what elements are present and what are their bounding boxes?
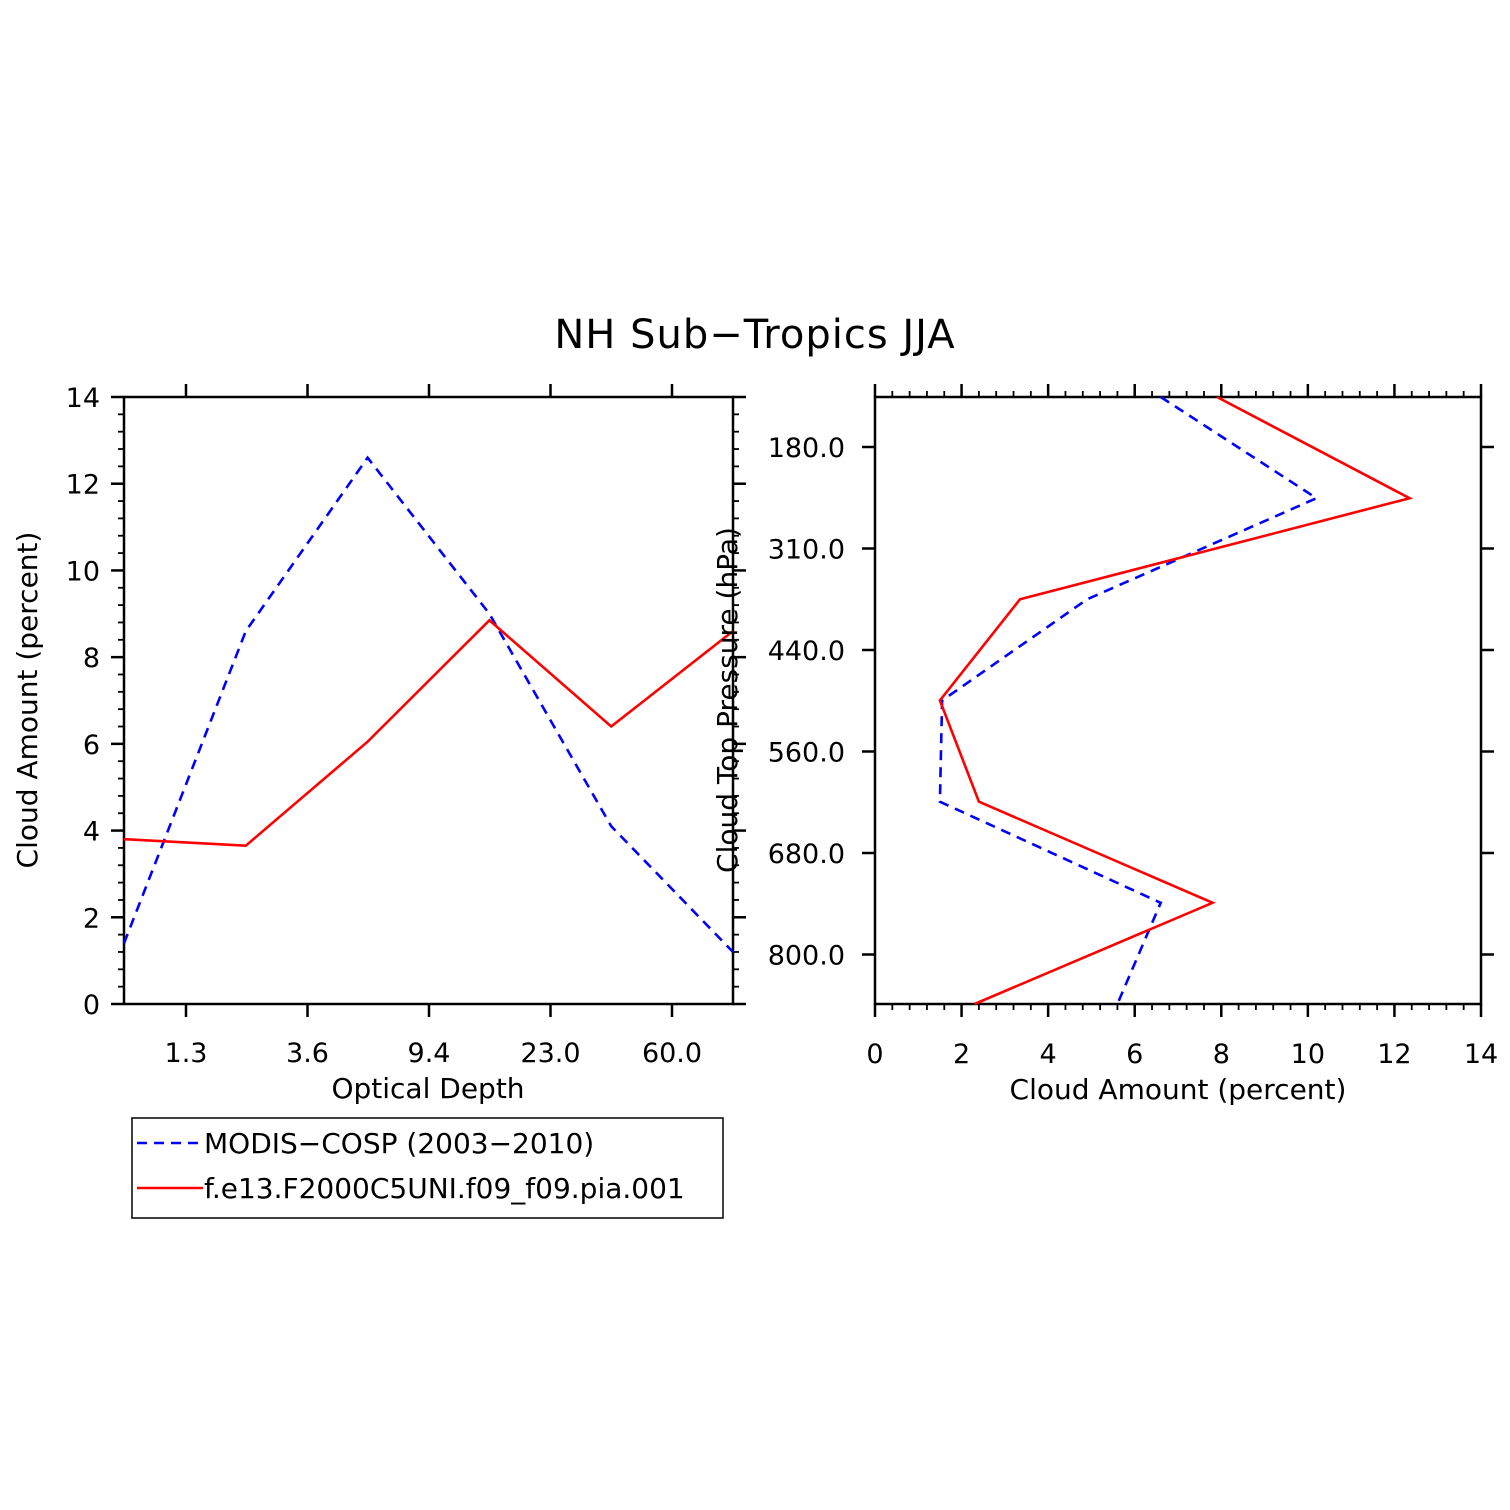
right-series <box>938 395 1414 1006</box>
right-plot-frame <box>873 395 1483 1006</box>
right-ticks <box>862 384 1494 1017</box>
left-y-tick-label: 8 <box>83 643 100 674</box>
left-series-model-line <box>123 618 734 848</box>
right-x-tick-label: 2 <box>953 1039 970 1070</box>
right-x-axis-label: Cloud Amount (percent) <box>1010 1073 1347 1106</box>
left-y-tick-label: 12 <box>66 470 100 501</box>
chart-title: NH Sub−Tropics JJA <box>554 312 955 358</box>
right-y-tick-label: 180.0 <box>768 433 845 464</box>
right-x-tick-label: 0 <box>866 1039 883 1070</box>
right-x-tick-label: 6 <box>1126 1039 1143 1070</box>
left-ticks <box>111 384 746 1017</box>
legend: MODIS−COSP (2003−2010) f.e13.F2000C5UNI.… <box>131 1117 724 1219</box>
left-plot-frame <box>122 395 735 1006</box>
left-x-tick-label: 1.3 <box>165 1038 208 1069</box>
right-x-tick-label: 12 <box>1377 1039 1411 1070</box>
left-x-tick-label: 60.0 <box>642 1038 702 1069</box>
left-y-tick-label: 10 <box>66 556 100 587</box>
right-y-tick-label: 560.0 <box>768 738 845 769</box>
right-series-model-line <box>938 395 1414 1006</box>
legend-box <box>131 1117 724 1219</box>
right-panel: 0 2 4 6 8 10 12 14 180.0 310.0 440.0 560.0 680.0 800.… <box>711 384 1498 1106</box>
right-x-tick-label: 8 <box>1213 1039 1230 1070</box>
legend-label-model: f.e13.F2000C5UNI.f09_f09.pia.001 <box>204 1172 685 1205</box>
right-y-axis-label: Cloud Top Pressure (hPa) <box>711 527 744 873</box>
left-x-tick-label: 23.0 <box>520 1038 580 1069</box>
right-series-modis-line <box>938 395 1320 1005</box>
right-tick-labels: 0 2 4 6 8 10 12 14 180.0 310.0 440.0 560.0 680.0 800.… <box>768 433 1498 1070</box>
left-panel: 0 2 4 6 8 10 12 14 1.3 3.6 9.4 23.0 60.0 Optical Dep… <box>11 383 746 1105</box>
right-y-tick-label: 680.0 <box>768 839 845 870</box>
left-tick-labels: 0 2 4 6 8 10 12 14 1.3 3.6 9.4 23.0 60.0 <box>66 383 702 1069</box>
left-series <box>122 455 734 953</box>
right-x-tick-label: 4 <box>1040 1039 1057 1070</box>
right-x-tick-label: 10 <box>1291 1039 1325 1070</box>
left-y-tick-label: 4 <box>83 817 100 848</box>
right-y-tick-label: 440.0 <box>768 636 845 667</box>
left-x-tick-label: 9.4 <box>408 1038 451 1069</box>
left-y-axis-label: Cloud Amount (percent) <box>11 532 44 869</box>
left-series-modis-line <box>122 455 734 953</box>
legend-label-modis: MODIS−COSP (2003−2010) <box>204 1127 594 1160</box>
right-y-tick-label: 800.0 <box>768 941 845 972</box>
right-y-tick-label: 310.0 <box>768 535 845 566</box>
right-x-tick-label: 14 <box>1464 1039 1498 1070</box>
left-x-tick-label: 3.6 <box>286 1038 329 1069</box>
left-y-tick-label: 2 <box>83 903 100 934</box>
left-x-axis-label: Optical Depth <box>331 1072 524 1105</box>
left-y-tick-label: 14 <box>66 383 100 414</box>
left-y-tick-label: 0 <box>83 990 100 1021</box>
left-y-tick-label: 6 <box>83 730 100 761</box>
